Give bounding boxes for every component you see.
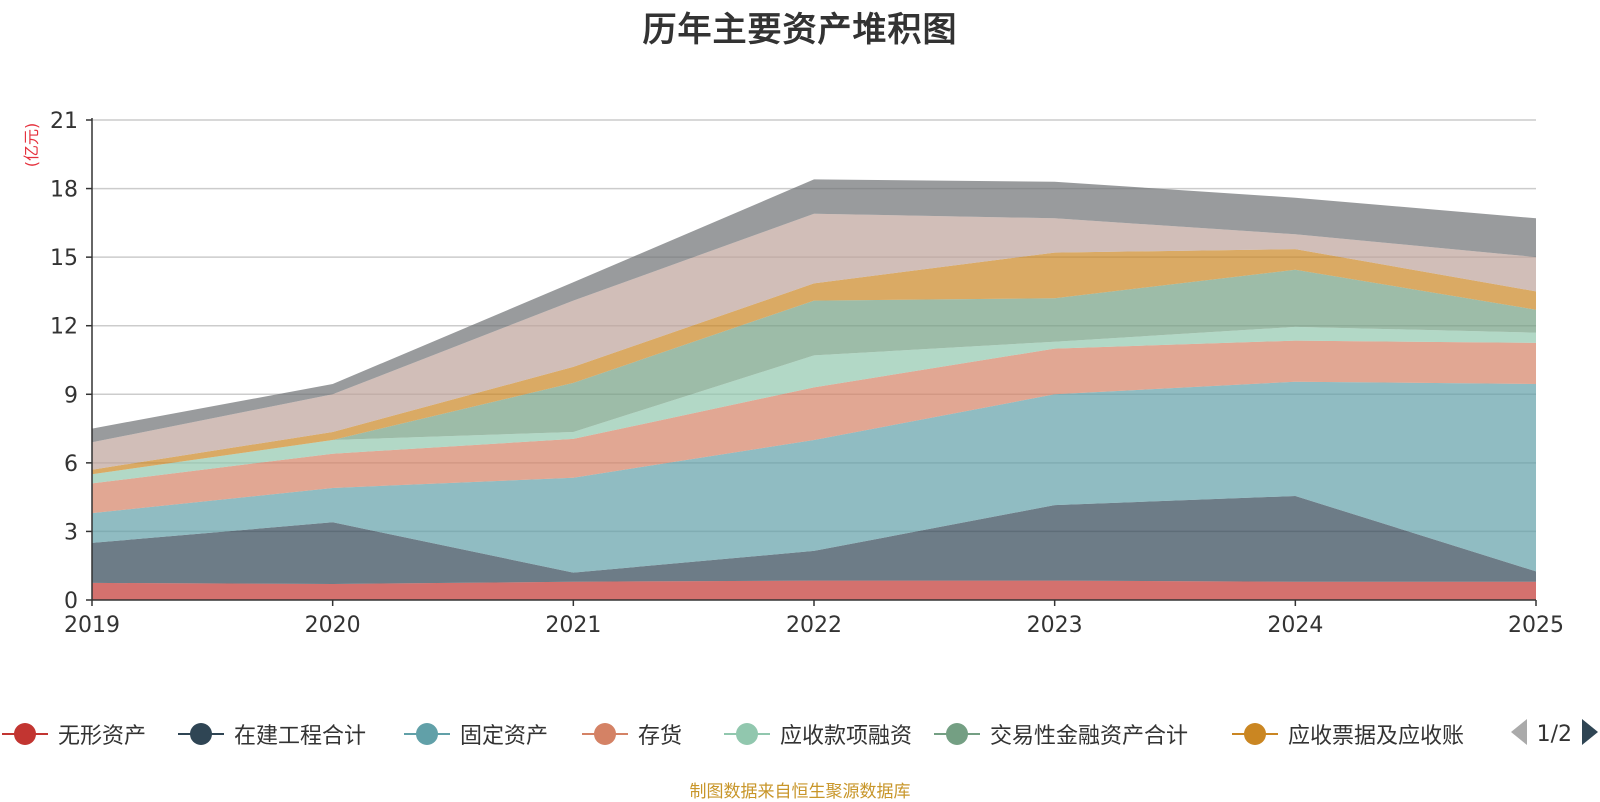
legend-next-icon[interactable] bbox=[1580, 717, 1600, 751]
x-tick-label: 2022 bbox=[786, 613, 842, 638]
legend-marker-icon bbox=[724, 723, 770, 745]
x-tick-label: 2021 bbox=[545, 613, 601, 638]
legend-marker-icon bbox=[404, 723, 450, 745]
y-tick-label: 21 bbox=[50, 109, 78, 134]
legend-item[interactable]: 应收票据及应收账 bbox=[1230, 716, 1464, 752]
area-series-8 bbox=[92, 213, 1536, 470]
legend-label: 应收票据及应收账 bbox=[1288, 724, 1465, 749]
legend-item[interactable]: 应收款项融资 bbox=[722, 716, 912, 752]
area-series-4 bbox=[92, 340, 1536, 514]
legend-label: 存货 bbox=[638, 724, 683, 749]
axes: 0 3 6 9 12 15 18 21 2019 2020 2021 2022 2023 2024 2025 bbox=[50, 109, 1564, 638]
legend-item[interactable]: 在建工程合计 bbox=[176, 716, 366, 752]
legend-label: 在建工程合计 bbox=[234, 724, 367, 749]
legend-marker-icon bbox=[934, 723, 980, 745]
area-series-5 bbox=[92, 326, 1536, 484]
area-series-2 bbox=[92, 496, 1536, 584]
y-tick-label: 18 bbox=[50, 178, 78, 203]
x-tick-label: 2023 bbox=[1027, 613, 1083, 638]
y-tick-label: 6 bbox=[64, 452, 78, 477]
legend-prev-icon[interactable] bbox=[1509, 717, 1529, 751]
y-tick-label: 0 bbox=[64, 589, 78, 614]
legend-item[interactable]: 固定资产 bbox=[402, 716, 548, 752]
legend-label: 交易性金融资产合计 bbox=[990, 724, 1189, 749]
y-tick-label: 9 bbox=[64, 383, 78, 408]
legend-label: 无形资产 bbox=[58, 724, 147, 749]
legend-page-indicator: 1/2 bbox=[1536, 721, 1572, 747]
area-series-7 bbox=[92, 249, 1536, 475]
x-tick-label: 2025 bbox=[1508, 613, 1564, 638]
y-tick-label: 15 bbox=[50, 246, 78, 271]
x-tick-label: 2024 bbox=[1267, 613, 1323, 638]
legend-label: 固定资产 bbox=[460, 724, 549, 749]
data-source-note: 制图数据来自恒生聚源数据库 bbox=[689, 782, 911, 802]
x-tick-label: 2019 bbox=[64, 613, 120, 638]
legend-pager: 1/2 bbox=[1509, 716, 1600, 752]
legend-label: 应收款项融资 bbox=[780, 724, 913, 749]
legend-item[interactable]: 无形资产 bbox=[0, 716, 146, 752]
legend-marker-icon bbox=[178, 723, 224, 745]
legend-marker-icon bbox=[1232, 723, 1278, 745]
chart-title: 历年主要资产堆积图 bbox=[642, 10, 958, 50]
area-series-1 bbox=[92, 580, 1536, 600]
legend-marker-icon bbox=[2, 723, 48, 745]
legend: 无形资产 在建工程合计 固定资产 存货 应收款项融资 交易性金融资产合计 应收票据及应收账 bbox=[0, 716, 1600, 752]
y-tick-label: 12 bbox=[50, 315, 78, 340]
area-series-group bbox=[92, 179, 1536, 600]
area-series-3 bbox=[92, 381, 1536, 573]
legend-item[interactable]: 交易性金融资产合计 bbox=[932, 716, 1188, 752]
x-tick-label: 2020 bbox=[305, 613, 361, 638]
y-axis-label: (亿元) bbox=[22, 123, 41, 168]
legend-item[interactable]: 存货 bbox=[580, 716, 682, 752]
area-series-6 bbox=[92, 269, 1536, 475]
legend-marker-icon bbox=[582, 723, 628, 745]
stacked-area-chart: 0 3 6 9 12 15 18 21 2019 2020 2021 2022 2023 2024 2025… bbox=[22, 109, 1564, 638]
y-tick-label: 3 bbox=[64, 520, 78, 545]
